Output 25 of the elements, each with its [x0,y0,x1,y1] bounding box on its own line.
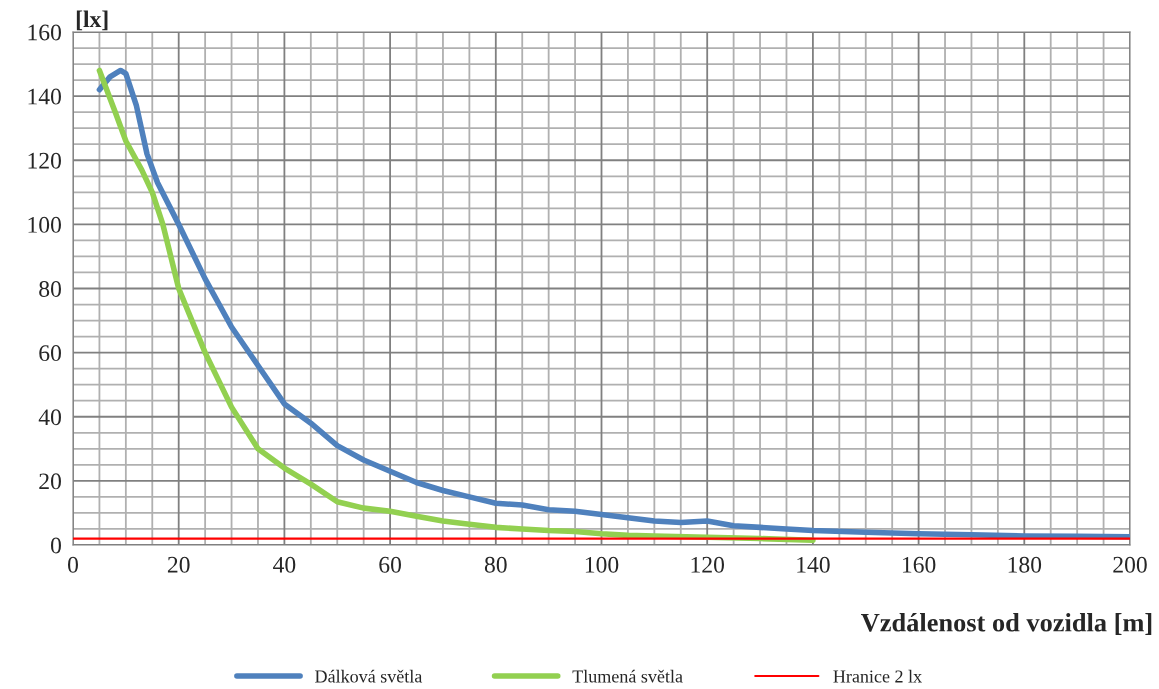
legend-label: Dálková světla [315,669,423,683]
y-tick-label: 140 [28,88,61,105]
y-tick-label: 100 [28,216,61,233]
x-tick-label: 140 [797,556,830,573]
y-axis-title: [lx] [76,10,108,31]
x-tick-label: 200 [1113,556,1147,573]
x-tick-label: 60 [379,556,402,573]
legend-label: Hranice 2 lx [833,669,922,683]
x-tick-label: 160 [902,556,936,573]
legend-label: Tlumená světla [572,669,683,683]
x-tick-label: 40 [273,556,296,573]
y-tick-label: 160 [28,24,61,41]
x-tick-label: 20 [167,556,190,573]
x-axis-title: Vzdálenost od vozidla [m] [861,613,1152,635]
x-tick-label: 100 [585,556,619,573]
x-tick-label: 0 [68,556,78,573]
y-tick-label: 60 [39,345,61,362]
x-tick-label: 180 [1008,556,1042,573]
y-tick-label: 0 [50,537,61,554]
y-tick-label: 80 [39,280,61,297]
y-tick-label: 20 [39,473,61,490]
y-tick-label: 120 [28,152,61,169]
y-tick-label: 40 [38,409,61,426]
x-tick-label: 80 [484,556,507,573]
x-tick-label: 120 [691,556,725,573]
